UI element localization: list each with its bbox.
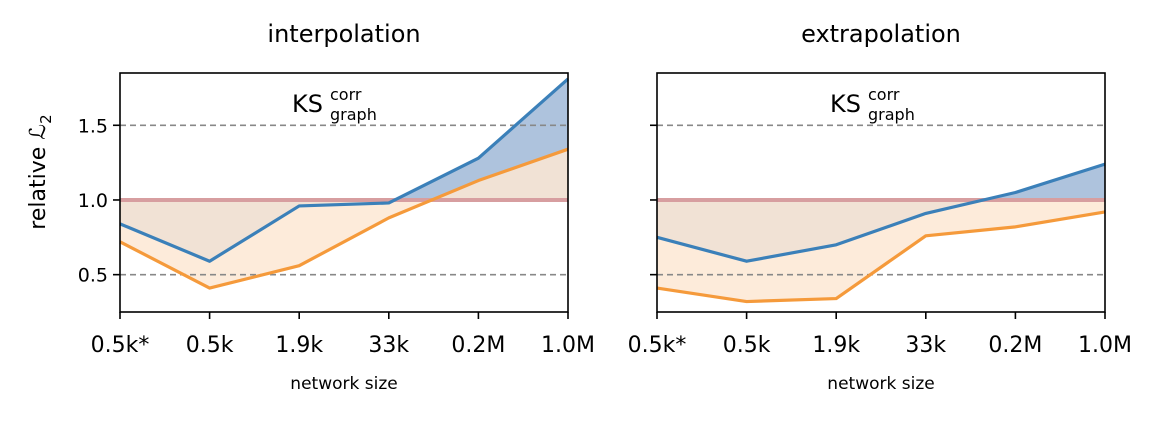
x-tick-label: 0.5k [186, 333, 234, 358]
axes-frame [119, 72, 569, 313]
x-tick-label: 1.9k [275, 333, 323, 358]
chart-title: interpolation [267, 20, 420, 48]
annotation-superscript: corr [868, 85, 900, 104]
x-tick-label: 0.5k [723, 333, 771, 358]
series-0-line [119, 77, 570, 263]
series-0-line [656, 162, 1106, 263]
y-tick-label: 0.5 [78, 265, 108, 287]
x-axis-label: network size [290, 374, 397, 394]
annotation-subscript: graph [330, 105, 377, 124]
series-1-fill [657, 199, 1105, 302]
x-tick-label: 0.5k* [628, 333, 687, 358]
annotation-main: KS [292, 90, 323, 118]
series-1-line [656, 210, 1106, 304]
x-tick-label: 0.2M [451, 333, 505, 358]
annotation-main: KS [830, 90, 861, 118]
x-tick-label: 0.5k* [91, 333, 150, 358]
x-tick-label: 33k [368, 333, 409, 358]
x-tick-label: 1.9k [812, 333, 860, 358]
panel-extrapolation: extrapolation 0.5k* 0.5k 1.9k 33k 0.2M 1.0M net… [628, 20, 1132, 394]
panel-interpolation: interpolation 0.5 1.0 1.5 0.5k* 0.5k 1.9k 33k 0.… [78, 20, 595, 394]
x-axis-label: network size [827, 374, 934, 394]
x-tick-label: 1.0M [541, 333, 595, 358]
axes-frame [656, 72, 1106, 313]
series-1-fill [120, 149, 568, 289]
x-tick-label: 1.0M [1078, 333, 1132, 358]
annotation-subscript: graph [868, 105, 915, 124]
y-tick-label: 1.5 [78, 115, 108, 137]
y-tick-label: 1.0 [78, 190, 108, 212]
x-tick-label: 33k [905, 333, 946, 358]
y-axis-label: relative ℒ2 [26, 114, 55, 229]
annotation-superscript: corr [330, 85, 362, 104]
chart-title: extrapolation [801, 20, 961, 48]
series-1-line [119, 147, 569, 290]
x-tick-label: 0.2M [988, 333, 1042, 358]
